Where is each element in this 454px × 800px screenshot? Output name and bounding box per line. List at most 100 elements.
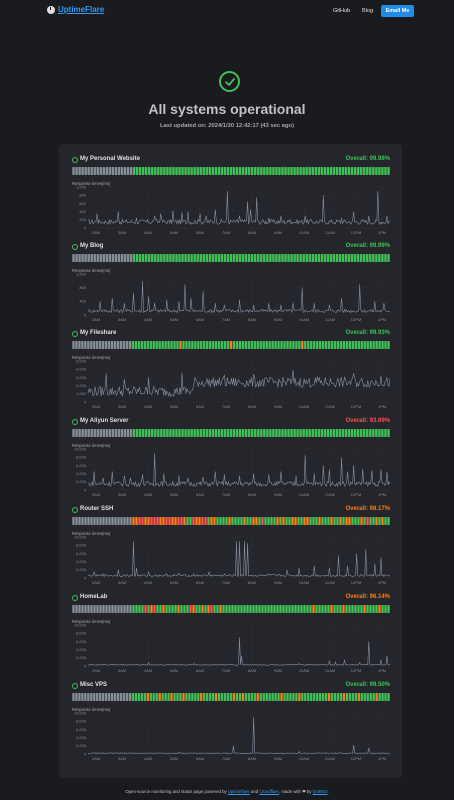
uptime-day-bar[interactable] [384,254,387,262]
uptime-day-bar[interactable] [305,167,308,175]
uptime-day-bar[interactable] [96,341,99,349]
uptime-day-bar[interactable] [335,429,339,437]
uptime-day-bar[interactable] [249,517,252,525]
uptime-day-bar[interactable] [339,517,342,525]
uptime-day-bar[interactable] [381,605,384,613]
uptime-day-bar[interactable] [84,429,87,437]
uptime-day-bar[interactable] [304,341,307,349]
uptime-day-bar[interactable] [347,429,351,437]
uptime-day-bar[interactable] [134,693,138,701]
uptime-day-bar[interactable] [302,167,305,175]
uptime-day-bar[interactable] [263,254,266,262]
uptime-day-bar[interactable] [214,254,218,262]
uptime-day-bar[interactable] [263,167,266,175]
uptime-day-bar[interactable] [348,341,352,349]
uptime-day-bar[interactable] [344,429,348,437]
uptime-day-bar[interactable] [353,167,357,175]
uptime-day-bar[interactable] [320,254,324,262]
uptime-day-bar[interactable] [333,693,337,701]
uptime-day-bar[interactable] [309,517,312,525]
uptime-day-bar[interactable] [78,693,81,701]
uptime-day-bar[interactable] [275,254,278,262]
uptime-day-bar[interactable] [117,167,121,175]
uptime-day-bar[interactable] [241,429,245,437]
uptime-day-bar[interactable] [291,517,294,525]
uptime-day-bar[interactable] [111,517,114,525]
uptime-day-bar[interactable] [375,605,378,613]
uptime-day-bar[interactable] [214,167,218,175]
uptime-day-bar[interactable] [332,429,336,437]
uptime-day-bar[interactable] [313,693,316,701]
uptime-day-bar[interactable] [316,341,319,349]
uptime-day-bar[interactable] [254,254,257,262]
uptime-day-bar[interactable] [255,605,258,613]
uptime-day-bar[interactable] [318,517,321,525]
uptime-day-bar[interactable] [93,517,96,525]
uptime-day-bar[interactable] [226,693,230,701]
uptime-day-bar[interactable] [271,693,274,701]
uptime-day-bar[interactable] [262,693,265,701]
uptime-day-bar[interactable] [366,429,369,437]
uptime-day-bar[interactable] [137,341,141,349]
uptime-day-bar[interactable] [123,605,126,613]
uptime-day-bar[interactable] [345,693,349,701]
uptime-day-bar[interactable] [119,341,123,349]
uptime-day-bar[interactable] [108,429,112,437]
uptime-day-bar[interactable] [135,605,138,613]
uptime-day-bar[interactable] [311,167,314,175]
uptime-day-bar[interactable] [247,341,251,349]
uptime-day-bar[interactable] [170,693,173,701]
uptime-day-bar[interactable] [326,167,330,175]
uptime-day-bar[interactable] [357,693,360,701]
uptime-day-bar[interactable] [81,167,84,175]
uptime-day-bar[interactable] [166,254,169,262]
uptime-day-bar[interactable] [378,517,381,525]
uptime-day-bar[interactable] [138,429,142,437]
uptime-day-bar[interactable] [204,517,207,525]
uptime-day-bar[interactable] [87,254,90,262]
uptime-day-bar[interactable] [146,693,149,701]
uptime-day-bar[interactable] [84,605,87,613]
uptime-day-bar[interactable] [135,517,138,525]
uptime-day-bar[interactable] [105,429,109,437]
uptime-day-bar[interactable] [253,341,256,349]
uptime-day-bar[interactable] [247,429,251,437]
uptime-day-bar[interactable] [182,693,185,701]
uptime-day-bar[interactable] [305,254,308,262]
uptime-day-bar[interactable] [125,341,129,349]
uptime-day-bar[interactable] [72,693,75,701]
uptime-day-bar[interactable] [258,605,261,613]
uptime-day-bar[interactable] [277,341,280,349]
uptime-day-bar[interactable] [342,693,346,701]
uptime-day-bar[interactable] [96,167,99,175]
uptime-day-bar[interactable] [191,341,194,349]
uptime-day-bar[interactable] [155,693,158,701]
uptime-day-bar[interactable] [372,605,375,613]
uptime-day-bar[interactable] [132,429,136,437]
uptime-day-bar[interactable] [138,167,142,175]
uptime-day-bar[interactable] [138,605,141,613]
uptime-day-bar[interactable] [198,605,201,613]
uptime-day-bar[interactable] [81,517,84,525]
uptime-day-bar[interactable] [384,429,387,437]
uptime-day-bar[interactable] [384,341,387,349]
uptime-day-bar[interactable] [158,341,161,349]
uptime-day-bar[interactable] [160,429,163,437]
uptime-day-bar[interactable] [266,254,269,262]
uptime-day-bar[interactable] [217,254,221,262]
uptime-day-bar[interactable] [372,429,375,437]
uptime-day-bar[interactable] [116,693,120,701]
uptime-day-bar[interactable] [330,517,333,525]
uptime-day-bar[interactable] [205,254,208,262]
uptime-day-bar[interactable] [72,429,75,437]
uptime-day-bar[interactable] [214,341,218,349]
uptime-day-bar[interactable] [342,605,345,613]
uptime-day-bar[interactable] [144,517,147,525]
uptime-day-bar[interactable] [223,693,227,701]
uptime-day-bar[interactable] [156,517,159,525]
uptime-day-bar[interactable] [338,429,342,437]
uptime-day-bar[interactable] [366,254,369,262]
uptime-day-bar[interactable] [311,254,314,262]
uptime-day-bar[interactable] [150,517,153,525]
uptime-day-bar[interactable] [288,605,291,613]
